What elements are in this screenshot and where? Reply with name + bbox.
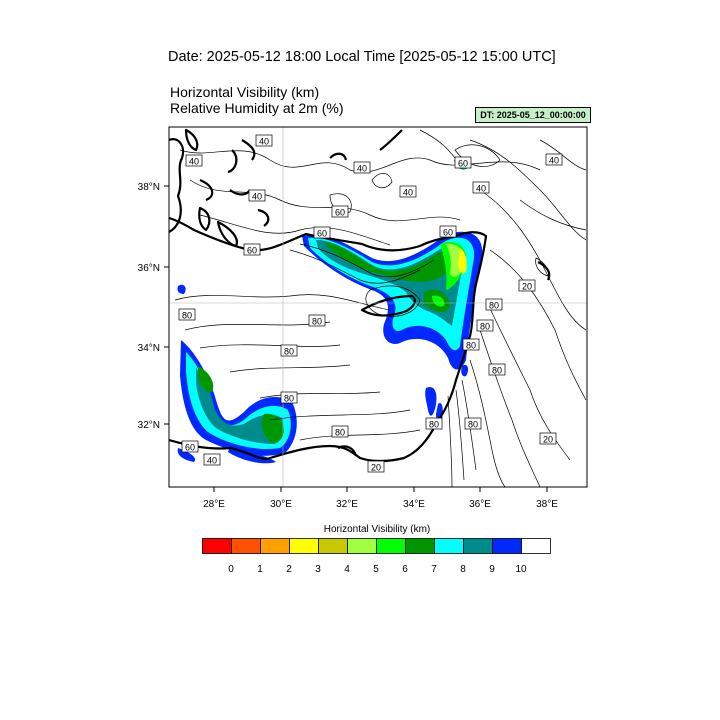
contour-label: 80 (335, 428, 345, 438)
colorbar-label: 1 (257, 564, 263, 575)
colorbar-swatch (260, 538, 290, 554)
colorbar-label: 4 (344, 564, 350, 575)
lat-tick-label: 36°N (138, 263, 160, 274)
colorbar-swatch (434, 538, 464, 554)
colorbar-swatch (405, 538, 435, 554)
contour-labels: 40 40 40 40 40 40 40 60 60 60 60 60 80 80 80 80 80 80 80 80… (178, 134, 563, 473)
contour-label: 40 (189, 157, 199, 167)
contour-label: 80 (466, 341, 476, 351)
colorbar-label: 3 (315, 564, 321, 575)
colorbar-label: 7 (431, 564, 437, 575)
variable-title-humidity: Relative Humidity at 2m (%) (170, 100, 344, 116)
colorbar-swatch (521, 538, 551, 554)
contour-label: 20 (371, 463, 381, 473)
lon-tick-label: 30°E (270, 499, 292, 510)
contour-label: 60 (458, 159, 468, 169)
latitude-axis: 38°N 36°N 34°N 32°N (138, 182, 169, 431)
date-title: Date: 2025-05-12 18:00 Local Time [2025-… (168, 49, 556, 65)
contour-label: 40 (476, 184, 486, 194)
contour-label: 60 (247, 246, 257, 256)
contour-label: 40 (252, 192, 262, 202)
contour-label: 60 (317, 229, 327, 239)
lon-tick-label: 34°E (403, 499, 425, 510)
colorbar-label: 9 (489, 564, 495, 575)
contour-label: 40 (549, 156, 559, 166)
contour-label: 80 (480, 322, 490, 332)
lat-tick-label: 32°N (138, 420, 160, 431)
longitude-axis: 28°E 30°E 32°E 34°E 36°E 38°E (203, 487, 558, 510)
map-plot-area: 40 40 40 40 40 40 40 60 60 60 60 60 80 80 80 80 80 80 80 80… (169, 127, 587, 487)
lon-tick-label: 32°E (336, 499, 358, 510)
lat-tick-label: 38°N (138, 182, 160, 193)
colorbar (202, 538, 551, 554)
contour-label: 40 (403, 188, 413, 198)
colorbar-label: 10 (515, 564, 527, 575)
lon-tick-label: 28°E (203, 499, 225, 510)
map-frame (168, 126, 588, 488)
coastlines (169, 128, 551, 463)
contour-label: 40 (259, 137, 269, 147)
contour-label: 60 (185, 443, 195, 453)
colorbar-label: 8 (460, 564, 466, 575)
lon-tick-label: 38°E (536, 499, 558, 510)
colorbar-swatch (231, 538, 261, 554)
colorbar-label: 0 (228, 564, 234, 575)
contour-label: 80 (468, 420, 478, 430)
contour-label: 80 (312, 317, 322, 327)
lat-tick-label: 34°N (138, 343, 160, 354)
lon-tick-label: 36°E (469, 499, 491, 510)
contour-label: 40 (207, 456, 217, 466)
dt-badge: DT: 2025-05_12_00:00:00 (475, 107, 591, 123)
contour-label: 80 (182, 311, 192, 321)
colorbar-swatch (376, 538, 406, 554)
colorbar-swatch (289, 538, 319, 554)
graticule (169, 127, 587, 487)
colorbar-swatch (202, 538, 232, 554)
colorbar-swatch (318, 538, 348, 554)
colorbar-label: 6 (402, 564, 408, 575)
colorbar-swatch (463, 538, 493, 554)
contour-label: 20 (543, 435, 553, 445)
colorbar-label: 5 (373, 564, 379, 575)
contour-label: 60 (335, 208, 345, 218)
colorbar-swatch (347, 538, 377, 554)
visibility-shading-northeast (177, 158, 483, 425)
contour-label: 40 (357, 164, 367, 174)
contour-label: 80 (284, 347, 294, 357)
contour-label: 60 (443, 228, 453, 238)
colorbar-swatch (492, 538, 522, 554)
contour-label: 80 (492, 366, 502, 376)
contour-label: 20 (522, 282, 532, 292)
colorbar-label: 2 (286, 564, 292, 575)
contour-label: 80 (284, 394, 294, 404)
contour-label: 80 (429, 420, 439, 430)
variable-title-visibility: Horizontal Visibility (km) (170, 84, 320, 100)
colorbar-title: Horizontal Visibility (km) (323, 524, 431, 535)
contour-label: 80 (489, 301, 499, 311)
